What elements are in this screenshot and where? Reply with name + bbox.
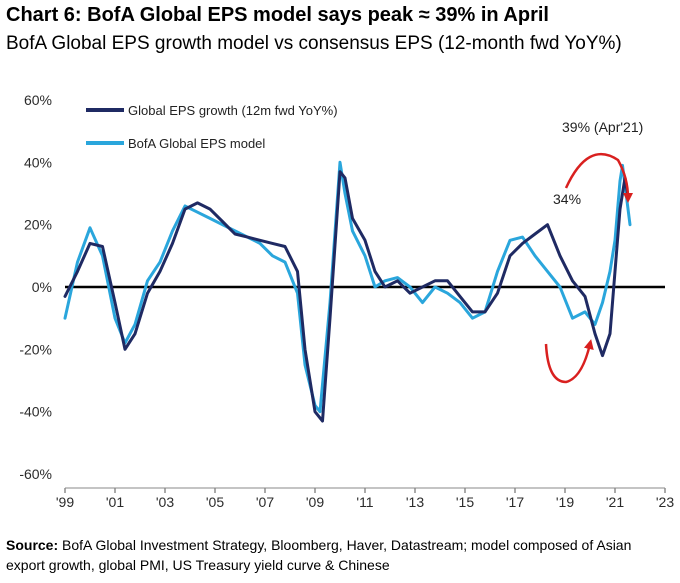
source-text: BofA Global Investment Strategy, Bloombe… — [6, 537, 632, 573]
annotation-peak-label: 39% (Apr'21) — [562, 119, 643, 135]
x-tick-label: '21 — [606, 494, 624, 510]
series-lines — [63, 160, 632, 423]
y-tick-label: -60% — [19, 466, 52, 482]
source-label: Source: — [6, 537, 59, 553]
y-tick-label: -20% — [19, 341, 52, 357]
legend-label: BofA Global EPS model — [128, 136, 265, 151]
y-tick-label: 20% — [24, 217, 52, 233]
y-tick-label: 60% — [24, 92, 52, 108]
x-axis-ticks: '99 '01 '03 '05 '07 '09 '11 '13 '15 '17 '19 '21 '23 — [56, 487, 674, 510]
series-line-global-eps-growth — [63, 170, 629, 423]
x-tick-label: '23 — [656, 494, 674, 510]
chart-subtitle: BofA Global EPS growth model vs consensu… — [6, 33, 622, 54]
trough-up-arrow — [544, 339, 594, 384]
annotations: 39% (Apr'21) 34% — [544, 119, 643, 384]
annotation-34-label: 34% — [553, 191, 581, 207]
y-tick-label: 40% — [24, 154, 52, 170]
x-tick-label: '09 — [306, 494, 324, 510]
x-tick-label: '19 — [556, 494, 574, 510]
source-note: Source: BofA Global Investment Strategy,… — [6, 535, 674, 575]
x-tick-label: '05 — [206, 494, 224, 510]
legend: Global EPS growth (12m fwd YoY%) BofA Glo… — [86, 103, 338, 151]
x-tick-label: '07 — [256, 494, 274, 510]
x-tick-label: '11 — [356, 494, 373, 510]
legend-label: Global EPS growth (12m fwd YoY%) — [128, 103, 338, 118]
x-tick-label: '13 — [406, 494, 424, 510]
x-tick-label: '99 — [56, 494, 74, 510]
x-tick-label: '15 — [456, 494, 474, 510]
x-tick-label: '03 — [156, 494, 174, 510]
x-tick-label: '01 — [106, 494, 124, 510]
x-tick-label: '17 — [506, 494, 524, 510]
y-tick-label: -40% — [19, 404, 52, 420]
y-tick-label: 0% — [32, 279, 52, 295]
peak-down-arrow — [564, 152, 633, 203]
y-axis-ticks: 60% 40% 20% 0% -20% -40% -60% — [19, 92, 52, 482]
chart-title: Chart 6: BofA Global EPS model says peak… — [6, 4, 549, 26]
series-line-bofa-model — [63, 160, 632, 414]
